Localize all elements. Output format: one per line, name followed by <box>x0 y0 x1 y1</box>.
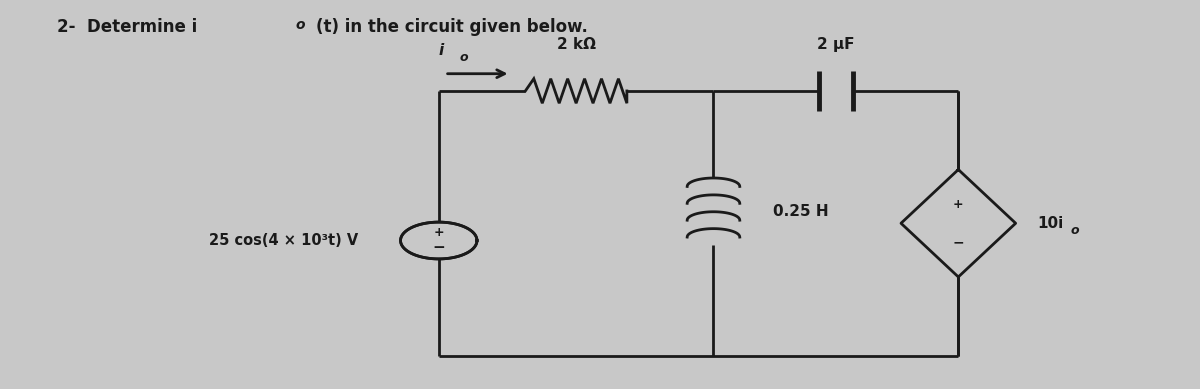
Polygon shape <box>901 170 1015 277</box>
Text: 25 cos(4 × 10³t) V: 25 cos(4 × 10³t) V <box>209 233 358 248</box>
Text: 0.25 H: 0.25 H <box>773 204 829 219</box>
Text: o: o <box>295 18 305 32</box>
Text: 2 μF: 2 μF <box>817 37 854 53</box>
Text: o: o <box>1070 224 1079 237</box>
Text: 2-  Determine i: 2- Determine i <box>56 18 197 36</box>
Text: +: + <box>953 198 964 211</box>
Text: o: o <box>460 51 468 64</box>
Text: +: + <box>433 226 444 239</box>
Text: −: − <box>432 240 445 255</box>
Text: i: i <box>439 44 444 58</box>
Text: (t) in the circuit given below.: (t) in the circuit given below. <box>316 18 588 36</box>
Text: 10i: 10i <box>1037 216 1063 231</box>
Text: 2 kΩ: 2 kΩ <box>557 37 595 53</box>
Text: −: − <box>953 235 964 249</box>
Ellipse shape <box>401 222 476 259</box>
